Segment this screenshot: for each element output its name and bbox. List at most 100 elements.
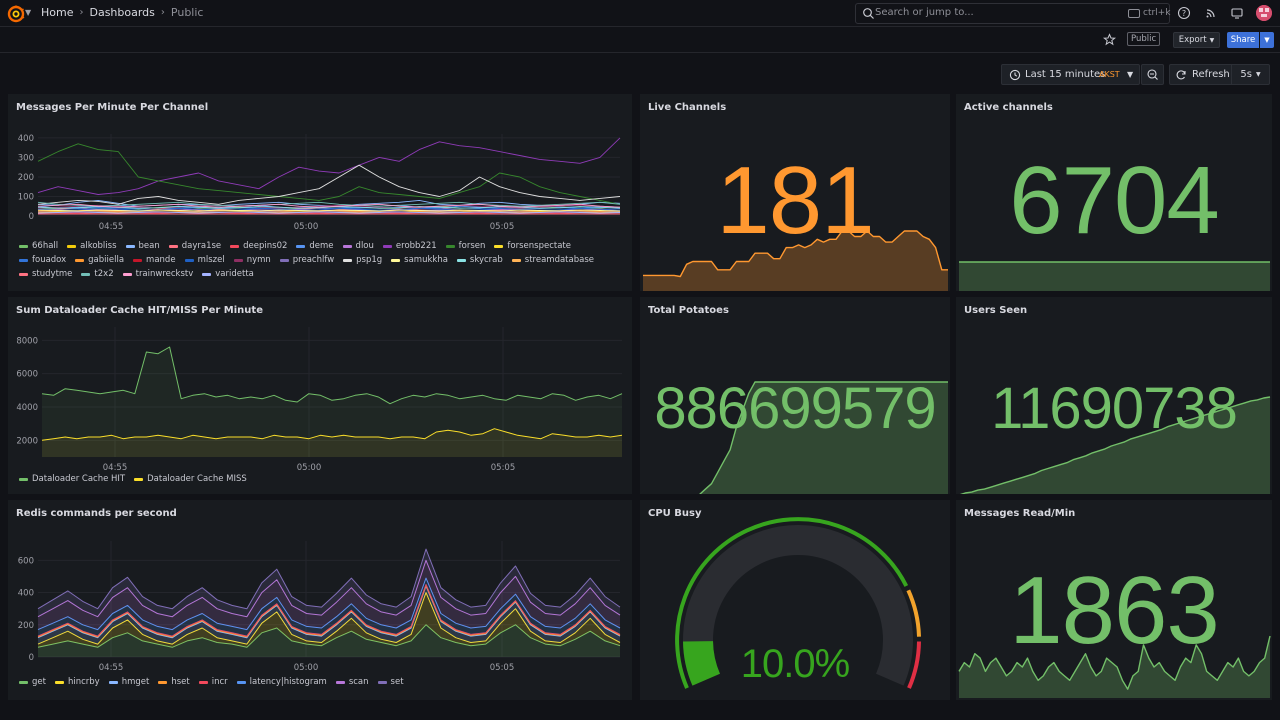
breadcrumb-home[interactable]: Home [41, 6, 74, 19]
legend-swatch [168, 244, 178, 248]
panel-cpu-busy[interactable]: CPU Busy 10.0% [640, 500, 950, 700]
news-feed-icon[interactable] [1204, 6, 1218, 20]
legend-item[interactable]: dayra1se [168, 241, 221, 251]
legend-label: latency|histogram [249, 677, 327, 687]
legend-item[interactable]: fouadox [19, 255, 66, 265]
search-input[interactable]: Search or jump to... ctrl+k [855, 3, 1170, 24]
search-shortcut: ctrl+k [1143, 8, 1171, 18]
breadcrumb-separator-icon: › [160, 7, 165, 18]
legend-swatch [236, 680, 246, 684]
panel-dataloader-cache[interactable]: Sum Dataloader Cache HIT/MISS Per Minute… [8, 297, 632, 494]
legend-swatch [19, 258, 28, 262]
sparkline-line [958, 635, 1271, 690]
legend-label: deme [309, 241, 334, 251]
y-tick-label: 300 [18, 153, 34, 163]
series-line [37, 592, 621, 645]
help-icon[interactable]: ? [1177, 6, 1191, 20]
legend-item[interactable]: gabiiella [75, 255, 124, 265]
x-tick-label: 05:05 [490, 222, 515, 232]
legend-swatch [158, 680, 168, 684]
legend-label: varidetta [215, 269, 254, 279]
legend-item[interactable]: streamdatabase [511, 255, 594, 265]
user-avatar[interactable] [1256, 5, 1272, 21]
legend-item[interactable]: t2x2 [81, 269, 114, 279]
export-button[interactable]: Export ▼ [1173, 32, 1220, 48]
legend-item[interactable]: forsen [445, 241, 485, 251]
legend-swatch [494, 244, 504, 248]
legend-swatch [382, 244, 392, 248]
legend-swatch [125, 244, 135, 248]
legend-item[interactable]: Dataloader Cache HIT [19, 474, 125, 484]
zoom-out-button[interactable] [1141, 64, 1164, 85]
panel-active-channels[interactable]: Active channels 6704 [956, 94, 1272, 291]
sparkline-area [959, 262, 1270, 291]
panel-messages-read[interactable]: Messages Read/Min 1863 [956, 500, 1272, 700]
legend-item[interactable]: samukkha [391, 255, 448, 265]
x-tick-label: 05:00 [294, 222, 319, 232]
legend-item[interactable]: bean [125, 241, 160, 251]
sparkline-line [699, 381, 948, 494]
legend-item[interactable]: skycrab [456, 255, 503, 265]
legend-item[interactable]: erobb221 [382, 241, 437, 251]
legend-item[interactable]: dlou [342, 241, 374, 251]
star-icon[interactable] [1103, 33, 1116, 46]
series-area [42, 428, 622, 457]
legend-item[interactable]: preachlfw [279, 255, 334, 265]
share-options-button[interactable]: ▼ [1260, 32, 1274, 48]
legend-swatch [19, 272, 28, 276]
legend-item[interactable]: deme [296, 241, 334, 251]
legend-item[interactable]: get [19, 677, 46, 687]
legend-item[interactable]: hmget [108, 677, 149, 687]
breadcrumb-dashboards[interactable]: Dashboards [89, 6, 155, 19]
threshold-red-arc [907, 641, 921, 689]
legend-item[interactable]: incr [198, 677, 228, 687]
legend-swatch [19, 244, 28, 248]
sparkline-area [962, 397, 1270, 494]
total-potatoes-sparkline [699, 381, 948, 494]
legend-swatch [122, 272, 132, 276]
legend-swatch [19, 477, 28, 481]
legend-item[interactable]: alkobliss [67, 241, 117, 251]
legend-item[interactable]: scan [335, 677, 369, 687]
y-tick-label: 0 [29, 653, 34, 663]
logo-menu-chevron-icon[interactable]: ▼ [25, 8, 32, 17]
legend-item[interactable]: mlszel [184, 255, 225, 265]
series-line [37, 164, 621, 205]
series-area [38, 586, 620, 645]
legend-swatch [456, 258, 466, 262]
series-line [37, 201, 621, 207]
legend-item[interactable]: deepins02 [230, 241, 287, 251]
panel-title: Messages Per Minute Per Channel [16, 102, 209, 113]
legend-item[interactable]: varidetta [202, 269, 254, 279]
grafana-logo-icon[interactable] [7, 5, 25, 23]
refresh-button[interactable]: Refresh [1169, 64, 1232, 85]
panel-messages-per-minute[interactable]: Messages Per Minute Per Channel 0 100 200 3… [8, 94, 632, 291]
legend-item[interactable]: hset [158, 677, 190, 687]
legend-item[interactable]: forsenspectate [494, 241, 571, 251]
legend-label: trainwreckstv [135, 269, 194, 279]
legend-item[interactable]: mande [133, 255, 176, 265]
time-range-picker[interactable]: Last 15 minutes AKST ▼ [1001, 64, 1140, 85]
legend-item[interactable]: latency|histogram [236, 677, 327, 687]
legend-item[interactable]: Dataloader Cache MISS [134, 474, 247, 484]
legend-item[interactable]: set [377, 677, 404, 687]
share-button[interactable]: Share [1227, 32, 1259, 48]
legend-item[interactable]: 66hall [19, 241, 58, 251]
panel-redis-commands[interactable]: Redis commands per second 0 200 400 600 04:5… [8, 500, 632, 700]
legend-item[interactable]: studytme [19, 269, 72, 279]
legend-item[interactable]: trainwreckstv [122, 269, 194, 279]
panel-total-potatoes[interactable]: Total Potatoes 886699579 [640, 297, 950, 494]
legend-swatch [133, 258, 143, 262]
x-tick-label: 05:05 [490, 663, 515, 673]
panel-title: Messages Read/Min [964, 508, 1076, 519]
kiosk-mode-icon[interactable] [1230, 6, 1244, 20]
refresh-interval-picker[interactable]: 5s ▼ [1232, 64, 1270, 85]
legend-item[interactable]: psp1g [343, 255, 382, 265]
legend-label: studytme [32, 269, 73, 279]
legend-item[interactable]: nymn [233, 255, 271, 265]
panel-users-seen[interactable]: Users Seen 11690738 [956, 297, 1272, 494]
series-line [37, 577, 621, 631]
panel-live-channels[interactable]: Live Channels 181 [640, 94, 950, 291]
legend-item[interactable]: hincrby [54, 677, 100, 687]
x-tick-label: 05:00 [297, 463, 322, 473]
